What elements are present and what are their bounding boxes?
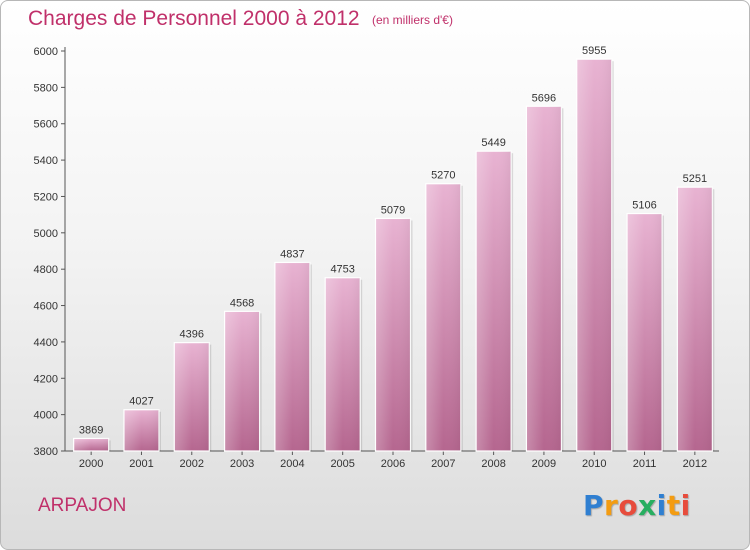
chart-title: Charges de Personnel 2000 à 2012 — [28, 7, 360, 30]
y-tick-label: 5400 — [34, 155, 58, 167]
data-label: 5270 — [431, 170, 455, 182]
x-tick-label: 2011 — [633, 458, 657, 470]
data-label: 5251 — [683, 173, 707, 185]
data-label: 4568 — [230, 297, 254, 309]
x-tick-label: 2010 — [582, 458, 606, 470]
data-label: 4396 — [180, 329, 204, 341]
logo-letter: x — [638, 489, 657, 522]
x-tick-label: 2004 — [280, 458, 304, 470]
x-tick-label: 2006 — [381, 458, 405, 470]
logo-letter: i — [656, 489, 667, 522]
y-tick-label: 5200 — [34, 191, 58, 203]
bar-gloss — [627, 213, 663, 451]
bar-gloss — [526, 106, 562, 451]
y-tick-label: 4600 — [34, 301, 58, 313]
x-tick-label: 2008 — [481, 458, 505, 470]
bar-gloss — [274, 262, 310, 451]
town-name: ARPAJON — [38, 495, 127, 516]
y-tick-label: 4400 — [34, 337, 58, 349]
bar-gloss — [224, 311, 260, 451]
chart-subtitle: (en milliers d'€) — [372, 13, 453, 27]
bar-gloss — [174, 342, 210, 451]
y-tick-label: 5600 — [34, 119, 58, 131]
y-tick-label: 4000 — [34, 410, 58, 422]
logo-letter: P — [583, 489, 605, 522]
bar-gloss — [325, 277, 361, 451]
chart-bars: 3869 4027 4396 4568 4837 4753 5079 5270 5449 5696… — [73, 45, 715, 452]
y-tick-label: 3800 — [34, 446, 58, 458]
bar-gloss — [476, 151, 512, 451]
data-label: 5696 — [532, 92, 556, 104]
x-tick-label: 2009 — [532, 458, 556, 470]
logo-letter: o — [618, 489, 639, 522]
logo-letter: r — [604, 489, 619, 522]
proxiti-logo[interactable]: Proxiti — [583, 489, 691, 522]
x-tick-label: 2007 — [431, 458, 455, 470]
data-label: 4837 — [280, 248, 304, 260]
logo-letter: i — [680, 489, 691, 522]
y-tick-label: 4800 — [34, 264, 58, 276]
bar-gloss — [576, 59, 612, 451]
data-label: 5079 — [381, 204, 405, 216]
x-tick-label: 2003 — [230, 458, 254, 470]
bar-gloss — [425, 183, 461, 451]
x-tick-label: 2005 — [330, 458, 354, 470]
data-label: 4753 — [330, 264, 354, 276]
x-tick-label: 2012 — [683, 458, 707, 470]
x-tick-label: 2002 — [180, 458, 204, 470]
bar-gloss — [677, 187, 713, 451]
x-tick-label: 2001 — [129, 458, 153, 470]
data-label: 5955 — [582, 45, 606, 57]
x-tick-label: 2000 — [79, 458, 103, 470]
data-label: 5449 — [481, 137, 505, 149]
y-tick-label: 4200 — [34, 373, 58, 385]
bar-gloss — [123, 409, 159, 451]
bar-gloss — [375, 218, 411, 451]
data-label: 3869 — [79, 424, 103, 436]
y-tick-label: 5800 — [34, 82, 58, 94]
y-tick-label: 6000 — [34, 46, 58, 58]
bar-gloss — [73, 438, 109, 451]
data-label: 5106 — [632, 200, 656, 212]
y-tick-label: 5000 — [34, 228, 58, 240]
data-label: 4027 — [129, 396, 153, 408]
logo-letter: t — [666, 489, 681, 522]
